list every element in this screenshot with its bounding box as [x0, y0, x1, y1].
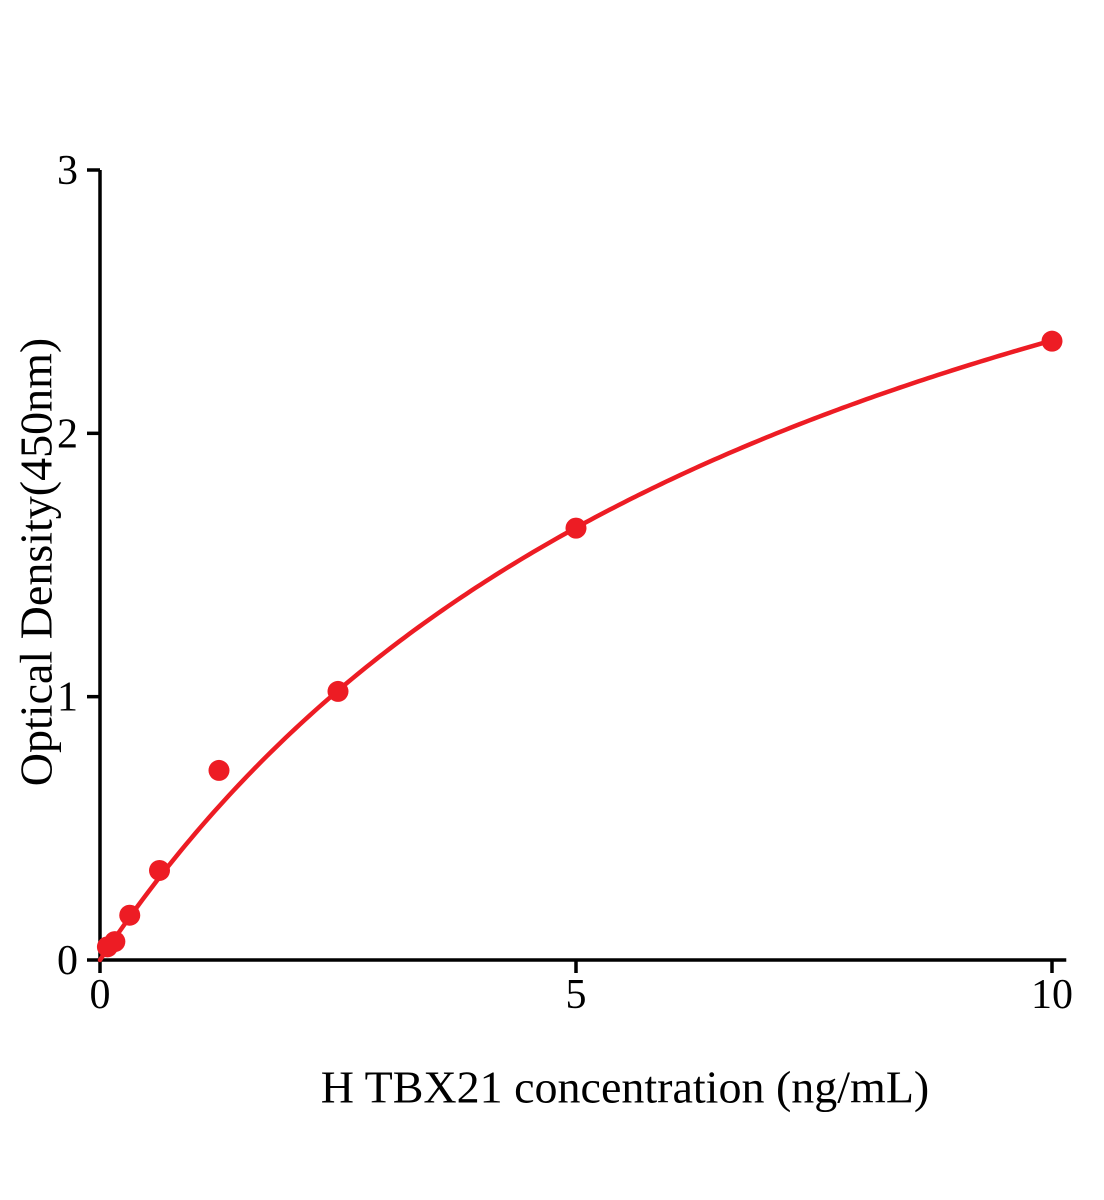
y-tick-label: 0	[57, 938, 78, 984]
data-point	[1041, 330, 1063, 352]
x-tick-label: 10	[1031, 972, 1073, 1018]
x-tick-label: 5	[566, 972, 587, 1018]
x-axis-title: H TBX21 concentration (ng/mL)	[320, 1061, 930, 1113]
data-point	[565, 517, 587, 539]
data-point	[119, 904, 141, 926]
data-point	[327, 680, 349, 702]
data-point	[149, 859, 170, 881]
data-point	[208, 759, 230, 781]
x-tick-label: 0	[90, 972, 111, 1018]
y-tick-label: 2	[57, 411, 78, 457]
standard-curve-line	[97, 338, 1055, 963]
y-tick-label: 3	[57, 148, 78, 194]
y-axis-title: Optical Density(450nm)	[10, 337, 62, 787]
data-point	[104, 931, 126, 953]
y-tick-label: 1	[57, 675, 78, 721]
